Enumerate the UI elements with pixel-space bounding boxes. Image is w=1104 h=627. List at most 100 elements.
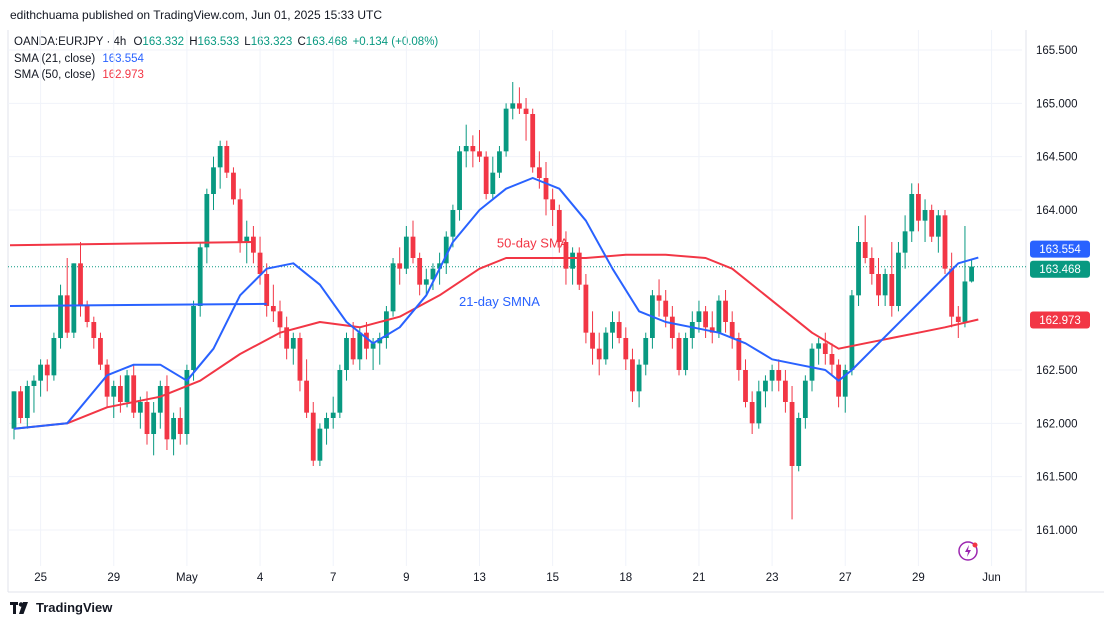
candle-body [510,103,516,109]
x-tick-label: 27 [839,572,852,584]
brand-label: TradingView [36,600,113,615]
candle-body [118,386,123,402]
low-value: 163.323 [250,36,293,48]
candle-body [71,263,77,333]
candle-body [58,295,63,338]
candle-body [556,210,562,242]
candle-body [656,295,662,301]
x-tick-label: 25 [34,572,47,584]
candle-body [403,236,409,269]
candle-body [663,300,669,317]
low-label: L [244,36,251,48]
candle-body [91,322,97,338]
candle-body [942,215,948,269]
open-label: O [133,36,143,48]
candle-body [623,338,629,360]
candle-body [789,402,795,466]
candle-body [842,370,848,397]
y-tick-label: 165.000 [1036,98,1078,110]
candle-body [324,418,329,429]
candle-body [470,146,476,152]
candle-body [576,252,582,285]
chart-legend: OANDA:EURJPY · 4h O163.332 H163.533 L163… [14,34,438,84]
candle-body [543,178,549,200]
y-tick-label: 165.500 [1036,45,1078,57]
candle-body [18,391,24,418]
price-label-box [1030,311,1090,329]
candle-body [816,343,822,349]
candle-body [969,266,974,282]
candle-body [856,242,861,296]
candle-body [802,380,808,418]
x-tick-label: Jun [982,572,1001,584]
candle-body [603,332,609,360]
x-tick-label: 15 [546,572,559,584]
candle-body [776,370,782,381]
candle-body [197,247,203,306]
candle-body [384,311,389,338]
candle-body [31,380,37,386]
events-lightning-icon[interactable] [958,541,978,561]
sma50-value: 162.973 [102,69,144,81]
candle-body [111,386,117,397]
candle-body [177,418,183,434]
candle-body [164,386,170,440]
candle-body [876,274,881,296]
candle-body [563,242,569,269]
candle-body [490,172,496,194]
x-tick-label: 9 [403,572,409,584]
candle-body [536,167,542,178]
drawn-trend-line [9,241,254,247]
footer-brand[interactable]: TradingView [10,600,112,615]
candle-body [78,263,83,306]
candle-body [829,354,835,365]
y-tick-label: 164.500 [1036,152,1078,164]
candle-body [696,311,702,322]
price-label-box [1030,240,1090,258]
candle-body [277,311,283,328]
candle-body [955,316,961,322]
candle-body [204,194,210,248]
candle-body [922,210,928,221]
candle-body [749,402,755,424]
candle-body [583,284,589,333]
candle-body [477,151,482,157]
high-label: H [189,36,198,48]
sma50-label: SMA (50, close) [14,69,96,81]
candle-body [497,151,502,173]
candle-body [517,103,522,109]
x-tick-label: 29 [107,572,120,584]
candle-body [257,252,263,274]
candle-body [284,327,290,349]
candle-body [64,295,70,333]
candle-body [364,332,369,349]
candle-body [211,167,216,194]
high-value: 163.533 [197,36,240,48]
candle-body [357,332,363,360]
candle-body [443,236,449,264]
candle-body [184,370,190,434]
y-tick-label: 162.500 [1036,365,1078,377]
x-tick-label: 7 [330,572,336,584]
candle-body [676,338,682,370]
y-tick-label: 164.000 [1036,205,1078,217]
candle-body [157,386,163,413]
candle-body [390,263,396,312]
candle-body [423,279,429,285]
price-label-text: 162.973 [1039,315,1081,327]
candle-body [896,252,901,306]
candle-body [669,316,675,338]
candle-body [716,300,722,333]
notification-dot [972,542,978,548]
close-value: 163.468 [305,36,348,48]
candle-body [530,114,536,168]
candle-body [862,242,868,258]
x-tick-label: 4 [257,572,264,584]
candle-body [570,252,575,269]
tradingview-logo-icon [10,601,28,614]
candle-body [377,338,383,344]
candle-body [463,146,469,152]
y-tick-label: 161.500 [1036,472,1078,484]
candle-body [590,332,595,349]
